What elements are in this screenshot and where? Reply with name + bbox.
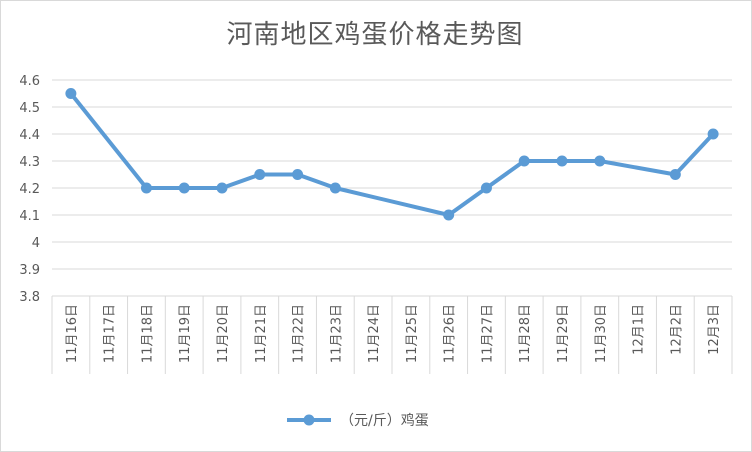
y-tick-label: 4.5: [19, 101, 40, 116]
data-point: [669, 169, 681, 180]
data-point: [556, 155, 568, 167]
y-tick-label: 4.1: [19, 209, 40, 224]
legend: （元/斤）鸡蛋: [287, 412, 429, 429]
x-tick-label: 12月2日: [669, 304, 684, 355]
x-tick-label: 11月23日: [329, 304, 344, 363]
data-point: [216, 182, 228, 194]
legend-label: （元/斤）鸡蛋: [340, 412, 429, 429]
data-point: [480, 182, 492, 194]
x-tick-label: 11月17日: [103, 304, 118, 363]
x-tick-label: 11月25日: [405, 304, 420, 363]
y-tick-label: 4: [32, 236, 40, 251]
y-tick-label: 4.4: [19, 128, 40, 143]
x-tick-label: 11月21日: [254, 304, 269, 363]
data-point: [329, 182, 341, 194]
x-tick-label: 12月1日: [632, 304, 647, 355]
data-point: [178, 182, 190, 194]
data-point: [254, 169, 266, 180]
legend-marker-swatch: [303, 414, 315, 426]
y-tick-label: 3.9: [19, 263, 40, 278]
x-tick-label: 11月27日: [480, 304, 495, 363]
y-tick-label: 4.6: [19, 74, 40, 89]
y-axis: 4.6 4.5 4.4 4.3 4.2 4.1 4 3.9 3.8: [19, 74, 40, 305]
x-tick-label: 11月19日: [178, 304, 193, 363]
data-point: [65, 88, 77, 99]
x-tick-label: 11月20日: [216, 304, 231, 363]
x-tick-label: 11月24日: [367, 304, 382, 363]
data-point: [292, 169, 304, 180]
x-tick-label: 11月26日: [443, 304, 458, 363]
gridlines: [52, 79, 732, 297]
x-axis: 11月16日 11月17日 11月18日 11月19日 11月20日 11月21日 11月2…: [51, 296, 733, 374]
data-point: [140, 182, 152, 194]
y-tick-label: 4.2: [19, 182, 40, 197]
data-point: [707, 128, 719, 140]
x-tick-label: 11月22日: [292, 304, 307, 363]
x-tick-label: 11月18日: [140, 304, 155, 363]
chart-title: 河南地区鸡蛋价格走势图: [226, 20, 524, 50]
x-tick-label: 12月3日: [707, 304, 722, 355]
x-tick-label: 11月30日: [594, 304, 609, 363]
series-egg: [65, 88, 719, 221]
x-tick-label: 11月16日: [65, 304, 80, 363]
data-point: [594, 155, 606, 167]
x-tick-label: 11月28日: [518, 304, 533, 363]
x-tick-label: 11月29日: [556, 304, 571, 363]
y-tick-label: 3.8: [19, 290, 40, 305]
data-point: [443, 209, 455, 221]
series-line: [68, 91, 716, 217]
data-point: [518, 155, 530, 167]
y-tick-label: 4.3: [19, 155, 40, 170]
